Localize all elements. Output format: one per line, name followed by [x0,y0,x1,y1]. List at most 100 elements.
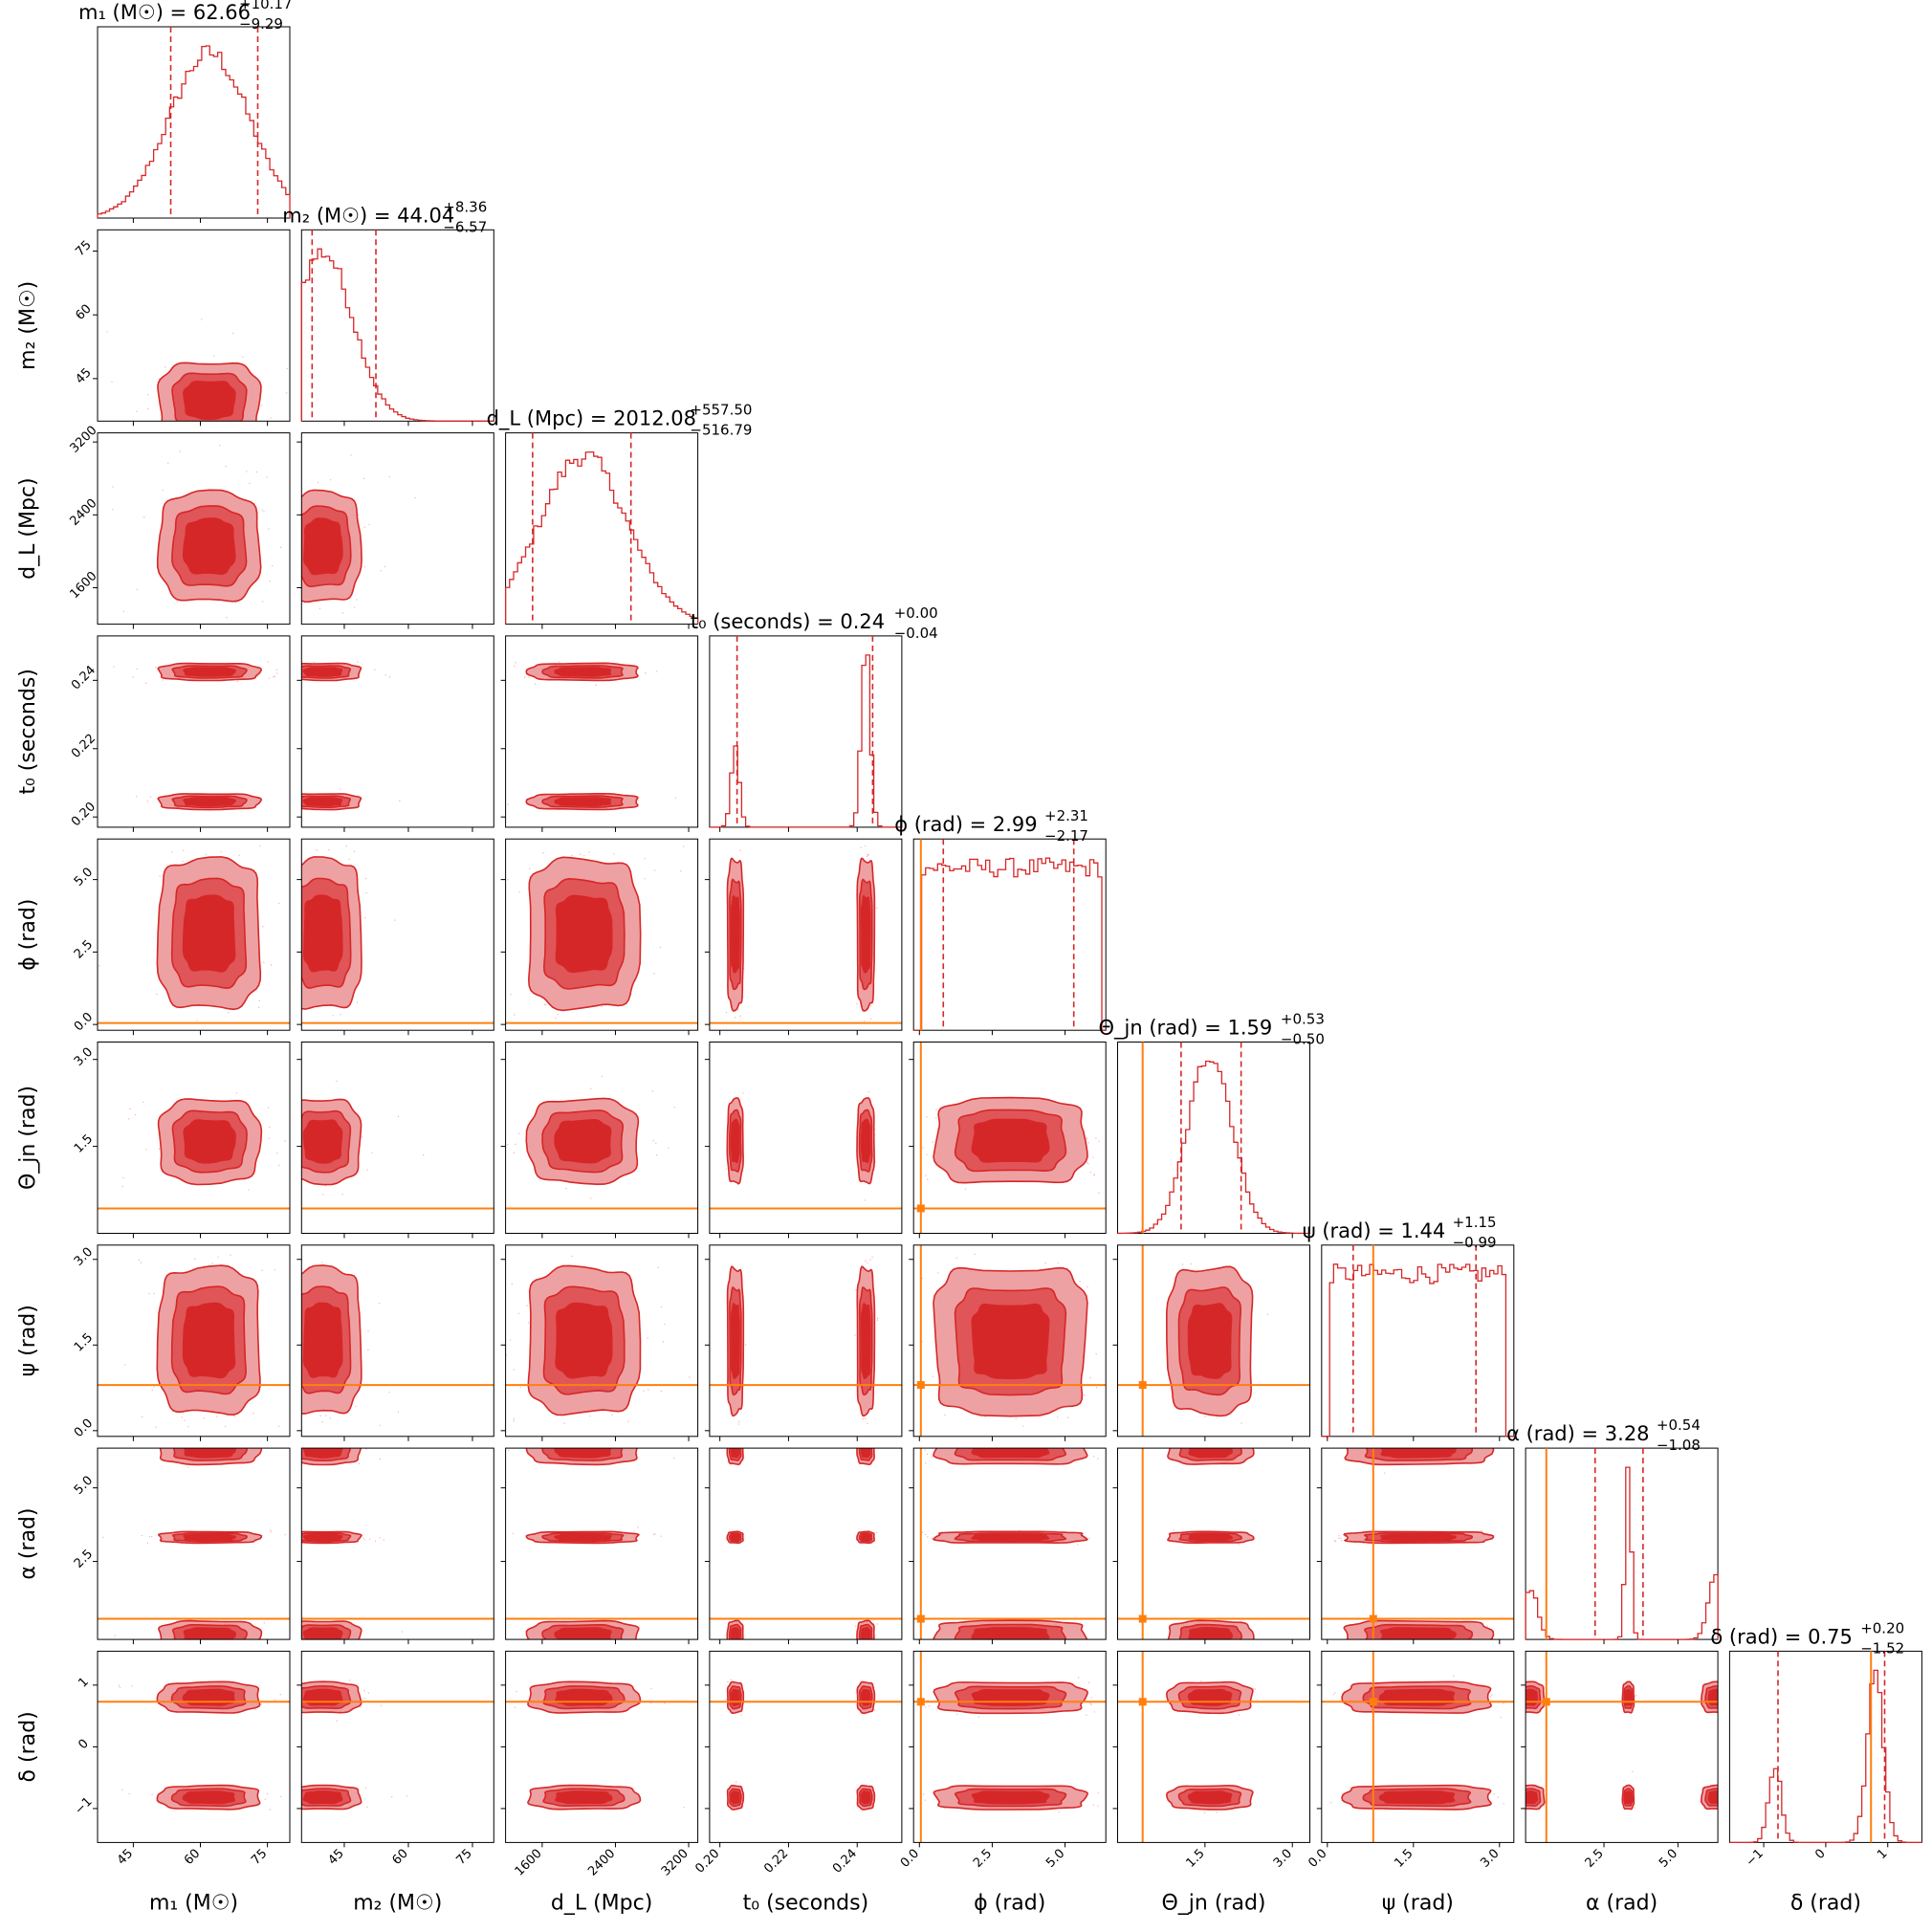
xtick-label-theta-0: 1.5 [1183,1847,1207,1871]
ytick-label-m2-1: 60 [73,302,94,323]
xtick-label-m1-0: 45 [115,1847,136,1868]
panel-title-dL: d_L (Mpc) = 2012.08 [487,407,696,431]
ytick-label-psi-0: 0.0 [72,1416,96,1440]
contour-alpha-vs-phi-level-2 [971,1533,1050,1541]
pair-panel-psi-vs-m1 [97,1244,291,1438]
contour-delta-vs-alpha-level-2 [1526,1688,1538,1706]
ytick-label-dL-1: 2400 [68,496,100,529]
xtick-label-dL-0: 1600 [513,1847,545,1879]
scatter-theta-vs-t0 [726,1090,876,1201]
ytick-label-theta-0: 1.5 [72,1131,96,1155]
panel-title-t0: t₀ (seconds) = 0.24 [691,610,885,633]
contour-alpha-vs-t0-level-2 [730,1533,740,1542]
pair-frame-theta-vs-m2 [300,1042,494,1234]
ytick-label-alpha-0: 2.5 [72,1547,96,1570]
pair-frame-alpha-vs-dL [505,1447,699,1640]
contour-t0-vs-m1-level-2 [183,797,236,807]
contour-delta-vs-t0-level-2 [861,1688,871,1706]
contour-dL-vs-m2-level-2 [303,517,343,576]
panel-title-minus-m2: −6.57 [443,218,487,235]
contour-alpha-vs-t0-level-2 [860,1448,871,1459]
pair-frame-delta-vs-phi [912,1650,1107,1843]
pair-panel-phi-vs-t0 [709,838,903,1031]
pair-frame-phi-vs-m2 [300,838,494,1031]
injection-marker-alpha-vs-theta [1138,1614,1147,1623]
pair-frame-alpha-vs-t0 [709,1447,903,1640]
yaxis-label-m2: m₂ (M☉) [16,281,40,370]
diag-panel-theta: Θ_jn (rad) = 1.59 +0.53 −0.50 [1099,1011,1325,1235]
contour-delta-vs-psi-level-2 [1378,1688,1456,1706]
ytick-label-t0-0: 0.20 [69,800,99,829]
contour-psi-vs-phi-level-2 [971,1303,1050,1380]
diag-panel-alpha: α (rad) = 3.28 +0.54 −1.08 [1506,1416,1719,1640]
histogram-delta [1729,1669,1922,1844]
pair-frame-dL-vs-m1 [97,432,291,626]
pair-panel-alpha-vs-dL [505,1447,699,1640]
contour-delta-vs-theta-level-2 [1187,1688,1233,1706]
pair-panel-theta-vs-dL [505,1042,699,1234]
injection-marker-psi-vs-theta [1138,1381,1147,1390]
pair-frame-delta-vs-psi [1321,1650,1515,1843]
xaxis-label-theta: Θ_jn (rad) [1161,1891,1265,1915]
contour-t0-vs-m2-level-2 [302,667,343,677]
xtick-label-dL-1: 2400 [585,1847,618,1879]
diag-panel-delta: δ (rad) = 0.75 +0.20 −1.52 [1710,1619,1922,1844]
pair-panel-alpha-vs-psi [1321,1447,1515,1640]
contour-delta-vs-phi-level-2 [971,1688,1050,1706]
pair-frame-delta-vs-alpha [1525,1650,1719,1843]
diag-frame-theta [1117,1042,1310,1234]
injection-marker-psi-vs-phi [916,1381,925,1390]
contour-delta-vs-m1-level-2 [182,1688,236,1706]
contour-alpha-vs-dL-level-2 [554,1448,612,1459]
yaxis-label-psi: ψ (rad) [16,1305,40,1376]
contour-alpha-vs-m1-level-2 [183,1448,236,1459]
pair-panel-phi-vs-m2 [300,838,494,1031]
contour-alpha-vs-m2-level-2 [302,1627,343,1640]
injection-marker-delta-vs-phi [916,1698,925,1706]
contour-alpha-vs-psi-level-2 [1379,1533,1457,1542]
panel-title-plus-alpha: +0.54 [1657,1416,1701,1434]
pair-frame-delta-vs-theta [1117,1650,1310,1843]
xtick-label-m1-2: 75 [249,1847,270,1868]
diag-panel-dL: d_L (Mpc) = 2012.08+557.50 −516.79 [487,402,752,626]
pair-panel-delta-vs-t0 [709,1650,903,1843]
ytick-label-phi-2: 5.0 [72,866,96,889]
ytick-label-delta-1: 0 [76,1737,91,1752]
panel-title-plus-t0: +0.00 [894,604,938,622]
panel-title-minus-phi: −2.17 [1044,827,1088,845]
pair-frame-delta-vs-m2 [300,1650,494,1843]
pair-panel-alpha-vs-phi [912,1447,1107,1640]
contour-phi-vs-dL-level-2 [555,894,613,974]
panel-title-plus-delta: +0.20 [1860,1619,1904,1636]
pair-panel-theta-vs-m2 [300,1042,494,1234]
pair-panel-t0-vs-m1 [97,635,291,828]
pair-panel-psi-vs-dL [505,1244,699,1438]
contour-alpha-vs-psi-level-2 [1379,1627,1457,1640]
contour-alpha-vs-t0-level-2 [860,1627,871,1640]
contour-delta-vs-alpha-level-2 [1707,1790,1719,1805]
panel-title-plus-m1: +10.17 [239,0,293,12]
contour-alpha-vs-phi-level-2 [971,1448,1050,1459]
pair-panel-psi-vs-m2 [300,1244,494,1438]
xaxis-label-t0: t₀ (seconds) [743,1891,869,1915]
diag-panel-psi: ψ (rad) = 1.44 +1.15 −0.99 [1303,1214,1515,1438]
xtick-label-m2-1: 60 [389,1847,410,1868]
contour-phi-vs-m2-level-2 [302,894,343,973]
ytick-label-phi-0: 0.0 [72,1010,96,1034]
pair-panel-t0-vs-dL [505,635,699,828]
xtick-label-t0-2: 0.24 [830,1847,860,1877]
pair-frame-theta-vs-m1 [97,1042,291,1234]
pair-panel-alpha-vs-m2 [300,1447,494,1640]
contour-psi-vs-dL-level-2 [555,1302,613,1379]
contour-alpha-vs-t0-level-2 [730,1627,740,1640]
pair-frame-t0-vs-dL [505,635,699,828]
contour-delta-vs-t0-level-2 [730,1688,740,1706]
injection-marker-delta-vs-psi [1369,1698,1377,1706]
pair-frame-psi-vs-m1 [97,1244,291,1438]
ytick-label-phi-1: 2.5 [72,937,96,961]
ytick-label-t0-1: 0.22 [69,732,99,761]
diag-panel-m1: m₁ (M☉) = 62.66+10.17 −9.29 [78,0,293,219]
panel-title-m1: m₁ (M☉) = 62.66 [78,1,251,24]
contour-alpha-vs-m1-level-2 [183,1533,236,1542]
panel-title-plus-phi: +2.31 [1044,807,1088,824]
